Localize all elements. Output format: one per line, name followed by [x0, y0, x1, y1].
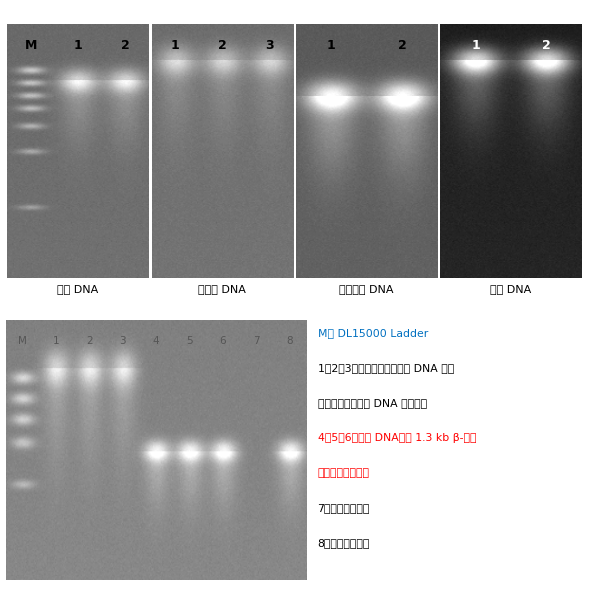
Text: M: M	[18, 336, 27, 345]
Text: 1: 1	[327, 39, 336, 53]
Text: M: M	[25, 39, 37, 53]
Text: 2: 2	[121, 39, 130, 53]
Text: 2: 2	[218, 39, 227, 53]
Text: 枯草杆菌 DNA: 枯草杆菌 DNA	[339, 284, 394, 294]
Text: 4、5、6：人血 DNA（人 1.3 kb β-球蛋: 4、5、6：人血 DNA（人 1.3 kb β-球蛋	[317, 433, 476, 443]
Text: 8：扩增阳性对照: 8：扩增阳性对照	[317, 538, 370, 548]
Text: 5: 5	[186, 336, 193, 345]
Text: 7: 7	[253, 336, 260, 345]
Text: 2: 2	[542, 39, 551, 53]
Text: 试剂盒提取的人血 DNA 电泳条带: 试剂盒提取的人血 DNA 电泳条带	[317, 398, 426, 408]
Text: 3: 3	[265, 39, 274, 53]
Text: 1: 1	[471, 39, 480, 53]
Text: 1: 1	[171, 39, 180, 53]
Text: 7：扩增阴性对照: 7：扩增阴性对照	[317, 503, 370, 513]
Text: 6: 6	[220, 336, 226, 345]
Text: 8: 8	[286, 336, 293, 345]
Text: 4: 4	[153, 336, 160, 345]
Text: 硅便 DNA: 硅便 DNA	[490, 284, 532, 294]
Text: 小蓬草 DNA: 小蓬草 DNA	[198, 284, 246, 294]
Text: 1: 1	[74, 39, 82, 53]
Text: 猪肉 DNA: 猪肉 DNA	[57, 284, 99, 294]
Text: 2: 2	[86, 336, 92, 345]
Text: 3: 3	[120, 336, 126, 345]
Text: 1、2、3：快速通用型基因组 DNA 提取: 1、2、3：快速通用型基因组 DNA 提取	[317, 363, 454, 373]
Text: 1: 1	[52, 336, 59, 345]
Text: 2: 2	[398, 39, 406, 53]
Text: M： DL15000 Ladder: M： DL15000 Ladder	[317, 328, 428, 338]
Text: 白引物）扩增条带: 白引物）扩增条带	[317, 468, 369, 478]
